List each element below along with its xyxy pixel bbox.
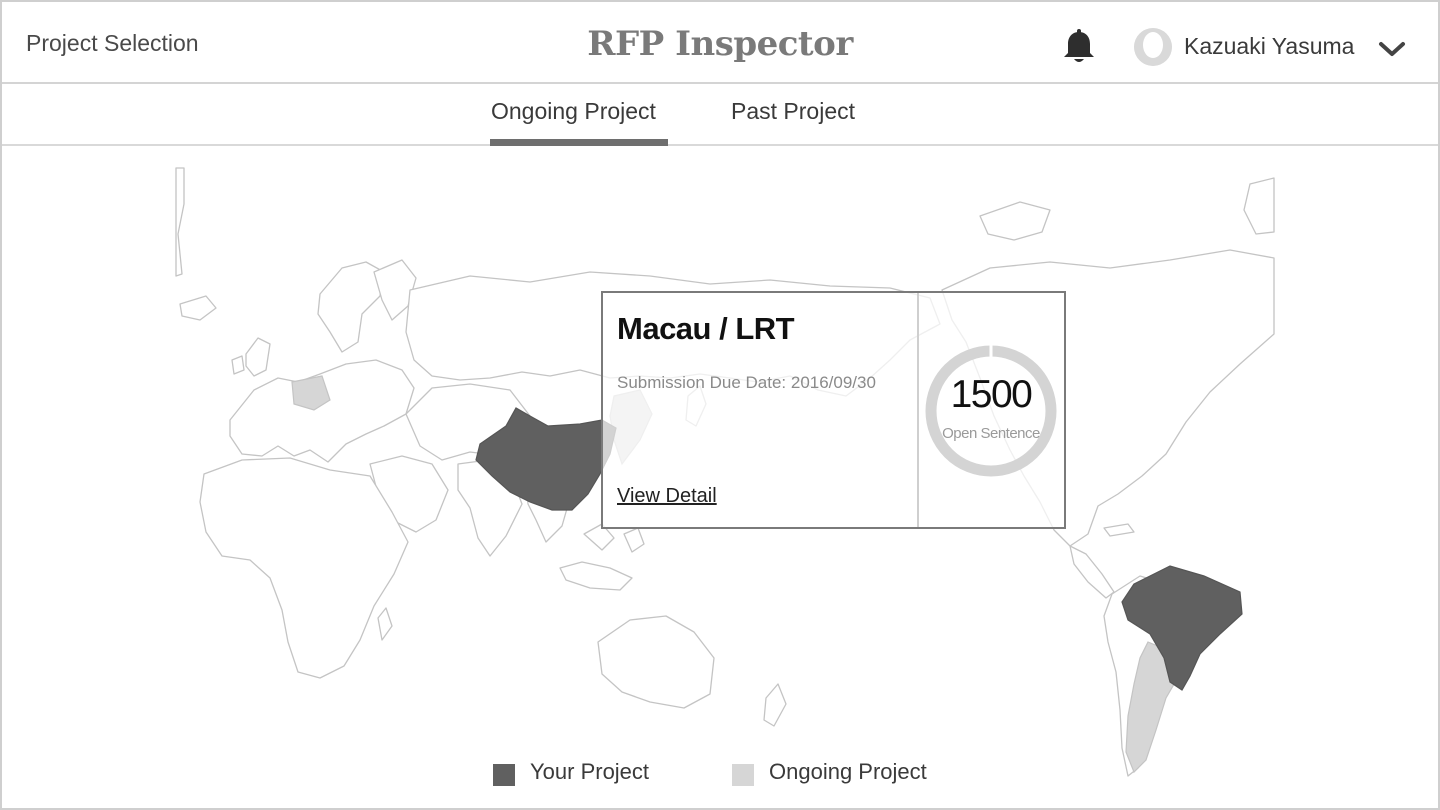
popup-project-title: Macau / LRT xyxy=(617,311,795,346)
greenland[interactable] xyxy=(1243,177,1275,235)
tab-ongoing-project[interactable]: Ongoing Project xyxy=(491,98,656,124)
europe[interactable] xyxy=(229,359,415,463)
chevron-down-icon[interactable] xyxy=(1378,40,1406,58)
caribbean[interactable] xyxy=(1103,523,1135,537)
user-avatar-icon[interactable] xyxy=(1134,28,1172,66)
submission-due-date: Submission Due Date: 2016/09/30 xyxy=(617,373,876,392)
app-title: RFP Inspector xyxy=(587,24,853,64)
legend-swatch-ongoing-project xyxy=(732,764,754,786)
active-tab-indicator xyxy=(490,139,668,146)
popup-divider xyxy=(917,293,919,527)
arctic-islands[interactable] xyxy=(979,201,1051,241)
philippines[interactable] xyxy=(623,527,645,553)
user-name[interactable]: Kazuaki Yasuma xyxy=(1184,33,1355,59)
borneo[interactable] xyxy=(583,523,615,551)
open-sentence-donut xyxy=(925,345,1057,477)
iceland[interactable] xyxy=(179,295,217,321)
view-detail-link[interactable]: View Detail xyxy=(617,485,717,507)
your-project-regions xyxy=(475,407,1243,691)
legend-swatch-your-project xyxy=(493,764,515,786)
open-sentence-label: Open Sentence xyxy=(942,425,1040,442)
page-label: Project Selection xyxy=(26,30,199,56)
poland[interactable] xyxy=(291,375,331,411)
bell-icon[interactable] xyxy=(1060,28,1098,66)
top-header: Project Selection RFP Inspector Kazuaki … xyxy=(2,2,1438,84)
great-britain[interactable] xyxy=(245,337,271,377)
brazil[interactable] xyxy=(1121,565,1243,691)
open-sentence-count: 1500 xyxy=(950,373,1033,416)
new-zealand[interactable] xyxy=(763,683,787,727)
tab-past-project[interactable]: Past Project xyxy=(731,98,855,124)
madagascar[interactable] xyxy=(377,607,393,641)
central-america[interactable] xyxy=(1069,545,1115,599)
indonesia[interactable] xyxy=(559,561,633,591)
map-edge-west xyxy=(175,167,185,277)
africa[interactable] xyxy=(199,457,409,679)
ireland[interactable] xyxy=(231,355,245,375)
project-popup: Macau / LRT Submission Due Date: 2016/09… xyxy=(601,291,1066,529)
scandinavia[interactable] xyxy=(317,261,385,353)
australia[interactable] xyxy=(597,615,715,709)
legend-your-project: Your Project xyxy=(530,759,650,784)
legend-ongoing-project: Ongoing Project xyxy=(769,759,927,784)
project-tabs: Ongoing Project Past Project xyxy=(2,84,1438,146)
